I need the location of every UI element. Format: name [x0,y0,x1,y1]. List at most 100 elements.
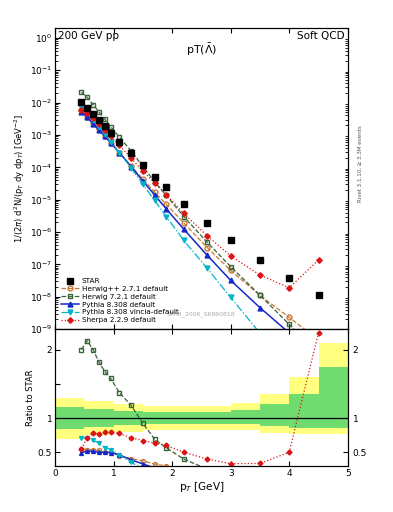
Sherpa 2.2.9 default [103,126,107,133]
Pythia 8.308 default [182,226,186,232]
Pythia 8.308 default [103,133,107,139]
Sherpa 2.2.9 default [79,107,84,113]
Pythia 8.308 default [79,109,84,115]
Herwig++ 2.7.1 default [228,267,233,273]
Herwig 7.2.1 default [316,351,321,357]
Pythia 8.308 vincia-default [287,372,292,378]
Pythia 8.308 default [152,192,157,198]
STAR [316,292,321,298]
Herwig++ 2.7.1 default [205,245,209,251]
Herwig++ 2.7.1 default [287,314,292,321]
Bar [289,377,319,435]
Herwig 7.2.1 default [79,89,84,95]
Line: Pythia 8.308 vincia-default: Pythia 8.308 vincia-default [79,104,321,407]
STAR [205,220,209,226]
Sherpa 2.2.9 default [228,253,233,259]
Herwig++ 2.7.1 default [117,150,122,156]
Bar [143,412,172,424]
Herwig 7.2.1 default [258,292,263,298]
Pythia 8.308 vincia-default [129,165,134,171]
Herwig 7.2.1 default [129,148,134,154]
Pythia 8.308 default [287,330,292,336]
Sherpa 2.2.9 default [164,191,169,198]
Pythia 8.308 vincia-default [117,150,122,156]
Sherpa 2.2.9 default [85,110,90,116]
Pythia 8.308 default [108,140,113,146]
Herwig++ 2.7.1 default [97,126,101,132]
Sherpa 2.2.9 default [287,285,292,291]
Bar [55,407,84,429]
Bar [202,412,231,424]
Herwig 7.2.1 default [164,193,169,199]
Herwig 7.2.1 default [91,102,95,108]
STAR [108,130,113,136]
Line: Pythia 8.308 default: Pythia 8.308 default [79,110,321,365]
STAR [258,257,263,263]
Pythia 8.308 vincia-default [182,238,186,244]
STAR [164,184,169,190]
Text: 200 GeV pp: 200 GeV pp [58,31,119,41]
Line: Sherpa 2.2.9 default: Sherpa 2.2.9 default [79,109,320,290]
Pythia 8.308 vincia-default [91,117,95,123]
STAR [79,99,84,105]
Pythia 8.308 vincia-default [316,402,321,408]
Pythia 8.308 vincia-default [205,265,209,271]
Pythia 8.308 vincia-default [141,181,145,187]
Herwig 7.2.1 default [228,264,233,270]
Y-axis label: 1/(2$\pi$) d$^2$N/(p$_T$ dy dp$_T$) [GeV$^{-2}$]: 1/(2$\pi$) d$^2$N/(p$_T$ dy dp$_T$) [GeV… [13,114,27,243]
STAR [182,201,186,207]
Herwig++ 2.7.1 default [164,201,169,207]
Herwig++ 2.7.1 default [91,120,95,126]
Pythia 8.308 default [205,252,209,259]
Pythia 8.308 default [164,206,169,212]
Bar [319,367,348,428]
Sherpa 2.2.9 default [182,210,186,217]
Line: Herwig 7.2.1 default: Herwig 7.2.1 default [79,90,321,356]
Herwig++ 2.7.1 default [79,107,84,113]
Bar [114,404,143,432]
Sherpa 2.2.9 default [97,121,101,127]
Sherpa 2.2.9 default [258,272,263,278]
Herwig 7.2.1 default [205,239,209,245]
Pythia 8.308 vincia-default [97,123,101,130]
STAR [152,174,157,180]
Sherpa 2.2.9 default [141,168,145,174]
STAR [85,105,90,111]
STAR [287,275,292,281]
Herwig++ 2.7.1 default [141,176,145,182]
Pythia 8.308 vincia-default [258,330,263,336]
Text: STAR_2006_S6860818: STAR_2006_S6860818 [167,311,236,317]
Line: STAR: STAR [79,99,321,298]
Bar [172,412,202,424]
Sherpa 2.2.9 default [91,115,95,121]
Herwig 7.2.1 default [141,163,145,169]
Herwig++ 2.7.1 default [129,163,134,169]
Sherpa 2.2.9 default [152,180,157,186]
STAR [91,112,95,118]
STAR [103,123,107,130]
Bar [172,406,202,431]
Sherpa 2.2.9 default [108,133,113,139]
Pythia 8.308 default [129,163,134,169]
Pythia 8.308 vincia-default [164,214,169,220]
Pythia 8.308 default [91,121,95,127]
Pythia 8.308 default [117,150,122,156]
Bar [84,409,114,427]
Sherpa 2.2.9 default [205,233,209,239]
Herwig++ 2.7.1 default [152,189,157,195]
Bar [231,410,260,424]
Pythia 8.308 default [97,127,101,133]
STAR [117,139,122,145]
Bar [289,394,319,428]
Herwig 7.2.1 default [182,214,186,220]
Pythia 8.308 vincia-default [103,131,107,137]
STAR [97,117,101,123]
Herwig++ 2.7.1 default [258,292,263,298]
STAR [228,238,233,244]
Herwig++ 2.7.1 default [316,337,321,343]
Text: Soft QCD: Soft QCD [297,31,345,41]
Bar [84,401,114,435]
Pythia 8.308 vincia-default [108,139,113,145]
Herwig 7.2.1 default [287,322,292,328]
Text: pT($\bar{\Lambda}$): pT($\bar{\Lambda}$) [186,41,217,58]
